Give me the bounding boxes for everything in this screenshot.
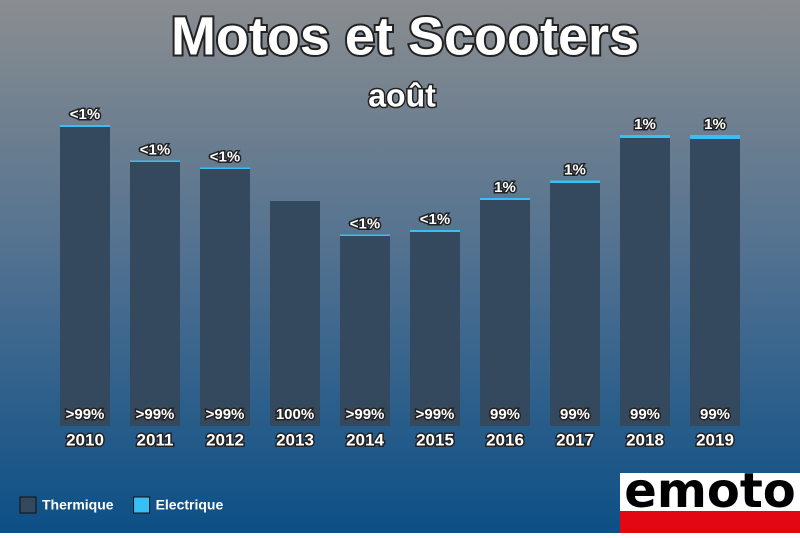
bar-segment [410,230,460,232]
x-tick-label: 2010 [66,430,104,449]
bar-segment [60,125,110,127]
x-tick-label: 2014 [346,430,384,449]
bar-segment [270,201,320,426]
bar-segment [690,135,740,139]
value-label: <1% [210,148,240,165]
value-label: 1% [634,116,656,133]
value-label: <1% [70,106,100,123]
bar-segment [620,138,670,426]
value-label: >99% [206,406,245,423]
value-label: 99% [560,406,590,423]
logo-box-top [620,473,800,511]
value-label: 99% [630,406,660,423]
bar-segment [130,162,180,426]
bar-segment [410,232,460,426]
value-label: 100% [276,406,314,423]
value-label: >99% [416,406,455,423]
bar-segment [130,160,180,162]
bar-segment [550,180,600,183]
bar-segment [60,127,110,426]
value-label: 99% [700,406,730,423]
value-label: >99% [66,406,105,423]
x-tick-label: 2015 [416,430,454,449]
legend-swatch [19,496,37,514]
chart-title: Motos et Scooters [171,6,639,66]
value-label: 1% [704,116,726,133]
legend-swatch [133,496,151,514]
bar-segment [550,183,600,426]
value-label: 1% [564,161,586,178]
bar-segment [620,135,670,138]
value-label: <1% [350,215,380,232]
value-label: 1% [494,179,516,196]
x-tick-label: 2017 [556,430,594,449]
chart-subtitle: août [368,77,436,113]
x-tick-label: 2011 [137,430,174,449]
bar-segment [200,167,250,169]
legend-label: Thermique [42,497,114,513]
value-label: <1% [420,211,450,228]
value-label: >99% [346,406,385,423]
x-tick-label: 2019 [696,430,734,449]
x-tick-label: 2013 [276,430,314,449]
bar-segment [690,139,740,426]
bar-segment [200,169,250,426]
bar-segment [480,198,530,200]
bar-segment [340,236,390,426]
bar-segment [340,234,390,236]
value-label: 99% [490,406,520,423]
x-tick-label: 2016 [486,430,524,449]
legend-label: Electrique [156,497,224,513]
logo: emoto [624,463,795,519]
x-tick-label: 2018 [626,430,664,449]
x-tick-label: 2012 [206,430,244,449]
value-label: >99% [136,406,175,423]
value-label: <1% [140,141,170,158]
bar-segment [480,200,530,426]
